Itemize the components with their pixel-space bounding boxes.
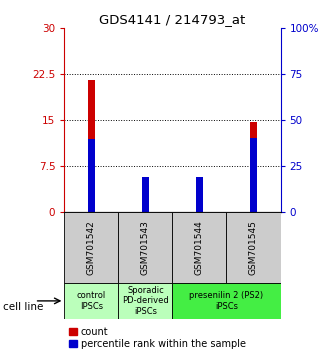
Text: GSM701545: GSM701545 [249,220,258,275]
Bar [64,283,118,319]
Bar [173,212,226,283]
Title: GDS4141 / 214793_at: GDS4141 / 214793_at [99,13,246,26]
Text: control
IPSCs: control IPSCs [77,291,106,310]
Text: presenilin 2 (PS2)
iPSCs: presenilin 2 (PS2) iPSCs [189,291,264,310]
Bar [196,195,203,212]
Text: GSM701544: GSM701544 [195,221,204,275]
Bar [142,177,148,212]
Bar [88,139,95,212]
Bar [226,212,280,283]
Legend: count, percentile rank within the sample: count, percentile rank within the sample [69,327,246,349]
Bar [250,121,257,212]
Text: GSM701543: GSM701543 [141,220,150,275]
Text: GSM701542: GSM701542 [87,221,96,275]
Bar [118,283,173,319]
Text: cell line: cell line [3,302,44,312]
Bar [64,212,118,283]
Bar [196,177,203,212]
Bar [118,212,173,283]
Bar [142,187,148,212]
Text: Sporadic
PD-derived
iPSCs: Sporadic PD-derived iPSCs [122,286,169,316]
Bar [173,283,280,319]
Bar [88,80,95,212]
Bar [250,138,257,212]
